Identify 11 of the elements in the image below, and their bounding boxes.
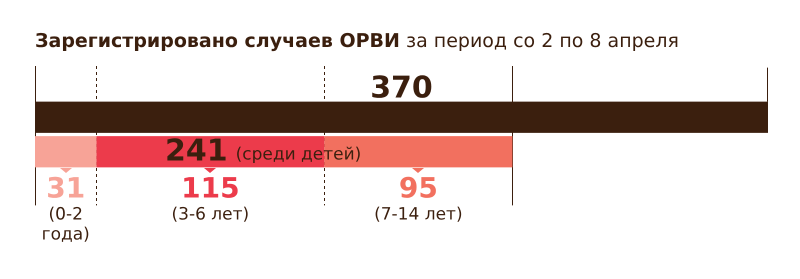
total-label: 241 xyxy=(165,133,228,168)
total-label: 370 xyxy=(370,70,433,106)
text: (7-14 лет) xyxy=(374,204,463,224)
data-label: 31 xyxy=(46,171,86,204)
data-label: 95 xyxy=(398,171,438,204)
chart-subtitle: за период со 2 по 8 апреля xyxy=(406,30,679,52)
data-label: 115 xyxy=(181,171,240,204)
chart-title: Зарегистрировано случаев ОРВИ xyxy=(35,30,400,52)
text: (0-2 года) xyxy=(42,204,90,244)
annotation: (среди детей) xyxy=(236,144,362,164)
text: (3-6 лет) xyxy=(171,204,250,224)
